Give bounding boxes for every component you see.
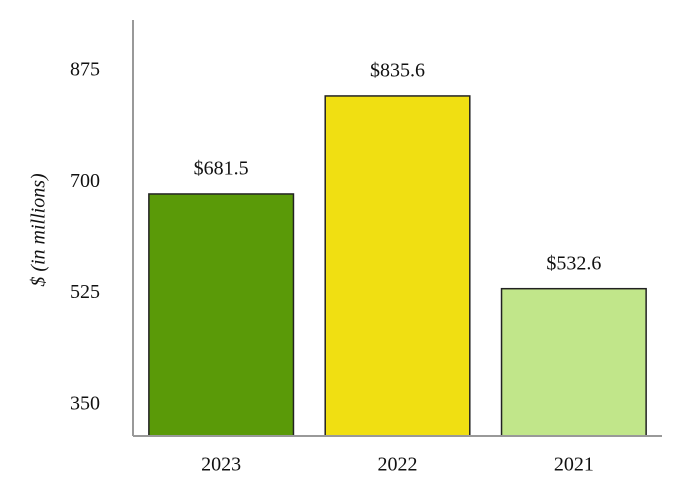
- y-tick-label: 700: [70, 170, 100, 192]
- y-axis-label: $ (in millions): [28, 173, 50, 287]
- y-tick-label: 875: [70, 58, 100, 80]
- bar: [324, 95, 471, 437]
- y-tick-label: 350: [70, 392, 100, 414]
- value-label: $835.6: [370, 60, 425, 82]
- value-label: $532.6: [546, 252, 601, 274]
- x-tick-label: 2021: [554, 454, 594, 476]
- bar: [148, 193, 295, 437]
- y-tick-label: 525: [70, 281, 100, 303]
- bar: [500, 287, 647, 437]
- x-tick-label: 2023: [201, 454, 241, 476]
- value-label: $681.5: [194, 158, 249, 180]
- x-tick-label: 2022: [378, 454, 418, 476]
